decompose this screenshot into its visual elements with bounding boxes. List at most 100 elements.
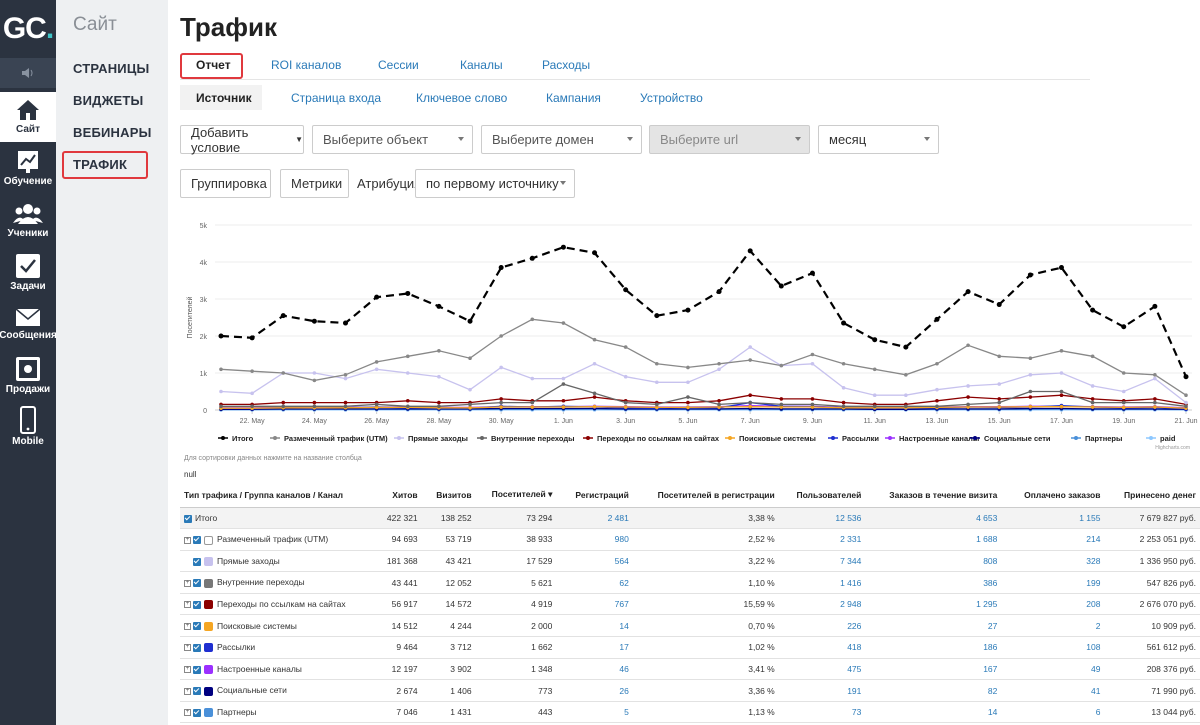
cell-paid[interactable]: 41 (1001, 679, 1105, 702)
cell-paid[interactable]: 108 (1001, 636, 1105, 659)
subtab-device[interactable]: Устройство (640, 91, 703, 105)
expand-toggle-icon[interactable]: + (184, 536, 191, 544)
col-header-type[interactable]: Тип трафика / Группа каналов / Канал (180, 483, 369, 508)
nav-students[interactable]: Ученики (0, 196, 56, 246)
cell-paid[interactable]: 214 (1001, 528, 1105, 551)
cell-orders[interactable]: 1 688 (865, 528, 1002, 551)
row-checkbox[interactable] (193, 643, 201, 652)
cell-regs[interactable]: 767 (556, 593, 633, 616)
domain-select[interactable]: Выберите домен (481, 125, 642, 154)
nav-learning[interactable]: Обучение (0, 144, 56, 194)
cell-orders[interactable]: 4 653 (865, 507, 1002, 530)
subnav-traffic[interactable]: ТРАФИК (73, 157, 128, 172)
row-checkbox[interactable] (193, 557, 201, 566)
cell-regs[interactable]: 980 (556, 528, 633, 551)
nav-messages[interactable]: Сообщения (0, 300, 57, 350)
cell-orders[interactable]: 167 (865, 658, 1002, 681)
cell-orders[interactable]: 82 (865, 679, 1002, 702)
period-select[interactable]: месяц (818, 125, 939, 154)
cell-users[interactable]: 7 344 (778, 550, 866, 573)
row-checkbox[interactable] (193, 622, 201, 631)
expand-toggle-icon[interactable]: + (184, 622, 191, 630)
row-checkbox[interactable] (193, 600, 201, 609)
data-point (655, 405, 659, 410)
tab-channels[interactable]: Каналы (460, 58, 503, 72)
tab-sessions[interactable]: Сессии (378, 58, 419, 72)
object-select[interactable]: Выберите объект (312, 125, 473, 154)
cell-paid[interactable]: 328 (1001, 550, 1105, 573)
add-condition-button[interactable]: Добавить условие ▼ (180, 125, 304, 155)
cell-paid[interactable]: 208 (1001, 593, 1105, 616)
tab-report[interactable]: Отчет (196, 58, 231, 72)
cell-regs[interactable]: 62 (556, 571, 633, 594)
tab-roi[interactable]: ROI каналов (271, 58, 342, 72)
nav-mobile[interactable]: Mobile (0, 400, 56, 450)
expand-toggle-icon[interactable]: + (184, 666, 191, 674)
cell-users[interactable]: 191 (778, 679, 866, 702)
cell-regs[interactable]: 2 481 (556, 507, 633, 530)
cell-paid[interactable]: 199 (1001, 571, 1105, 594)
col-header-visitors[interactable]: Посетителей ▾ (475, 483, 557, 508)
url-select[interactable]: Выберите url (649, 125, 810, 154)
cell-orders[interactable]: 14 (865, 701, 1002, 724)
col-header-registrations[interactable]: Регистраций (556, 483, 633, 508)
col-header-orders[interactable]: Заказов в течение визита (865, 483, 1002, 508)
cell-users[interactable]: 418 (778, 636, 866, 659)
subtab-landing[interactable]: Страница входа (291, 91, 382, 105)
col-header-visits[interactable]: Визитов (421, 483, 476, 508)
col-header-money[interactable]: Принесено денег (1104, 483, 1200, 508)
cell-regs[interactable]: 46 (556, 658, 633, 681)
row-checkbox[interactable] (193, 687, 201, 696)
grouping-button[interactable]: Группировка (180, 169, 271, 198)
subnav-widgets[interactable]: ВИДЖЕТЫ (73, 93, 144, 108)
subnav-webinars[interactable]: ВЕБИНАРЫ (73, 125, 152, 140)
app-logo[interactable]: GC. (0, 0, 56, 58)
metrics-button[interactable]: Метрики (280, 169, 349, 198)
cell-users[interactable]: 1 416 (778, 571, 866, 594)
row-checkbox[interactable] (184, 514, 192, 523)
col-header-users[interactable]: Пользователей (778, 483, 866, 508)
cell-regs[interactable]: 5 (556, 701, 633, 724)
cell-paid[interactable]: 49 (1001, 658, 1105, 681)
row-checkbox[interactable] (193, 665, 201, 674)
cell-orders[interactable]: 186 (865, 636, 1002, 659)
col-header-hits[interactable]: Хитов (368, 483, 422, 508)
cell-users[interactable]: 226 (778, 614, 866, 638)
cell-regs[interactable]: 26 (556, 679, 633, 702)
cell-users[interactable]: 73 (778, 701, 866, 724)
row-checkbox[interactable] (193, 536, 201, 545)
subtab-source[interactable]: Источник (196, 91, 252, 105)
expand-toggle-icon[interactable]: + (184, 601, 191, 609)
cell-regs[interactable]: 564 (556, 550, 633, 573)
cell-users[interactable]: 2 331 (778, 528, 866, 551)
cell-orders[interactable]: 27 (865, 614, 1002, 638)
col-header-conversion[interactable]: Посетителей в регистрации (632, 483, 779, 508)
tab-expenses[interactable]: Расходы (542, 58, 591, 72)
cell-users[interactable]: 2 948 (778, 593, 866, 616)
cell-paid[interactable]: 2 (1001, 614, 1105, 638)
subtab-campaign[interactable]: Кампания (546, 91, 601, 105)
cell-orders[interactable]: 808 (865, 550, 1002, 573)
cell-orders[interactable]: 386 (865, 571, 1002, 594)
attribution-select[interactable]: по первому источнику (415, 169, 575, 198)
expand-toggle-icon[interactable]: + (184, 579, 191, 587)
row-checkbox[interactable] (193, 708, 201, 717)
cell-paid[interactable]: 6 (1001, 701, 1105, 724)
expand-toggle-icon[interactable]: + (184, 709, 191, 717)
subtab-keyword[interactable]: Ключевое слово (416, 91, 508, 105)
nav-sales[interactable]: Продажи (0, 350, 56, 400)
cell-users[interactable]: 475 (778, 658, 866, 681)
nav-site[interactable]: Сайт (0, 92, 56, 142)
col-header-paid[interactable]: Оплачено заказов (1001, 483, 1105, 508)
subnav-pages[interactable]: СТРАНИЦЫ (73, 61, 150, 76)
row-checkbox[interactable] (193, 579, 201, 588)
expand-toggle-icon[interactable]: + (184, 687, 191, 695)
expand-toggle-icon[interactable]: + (184, 644, 191, 652)
volume-icon[interactable] (0, 58, 56, 88)
cell-users[interactable]: 12 536 (778, 507, 866, 530)
cell-regs[interactable]: 17 (556, 636, 633, 659)
cell-paid[interactable]: 1 155 (1001, 507, 1105, 530)
cell-regs[interactable]: 14 (556, 614, 633, 638)
nav-tasks[interactable]: Задачи (0, 247, 56, 297)
cell-orders[interactable]: 1 295 (865, 593, 1002, 616)
